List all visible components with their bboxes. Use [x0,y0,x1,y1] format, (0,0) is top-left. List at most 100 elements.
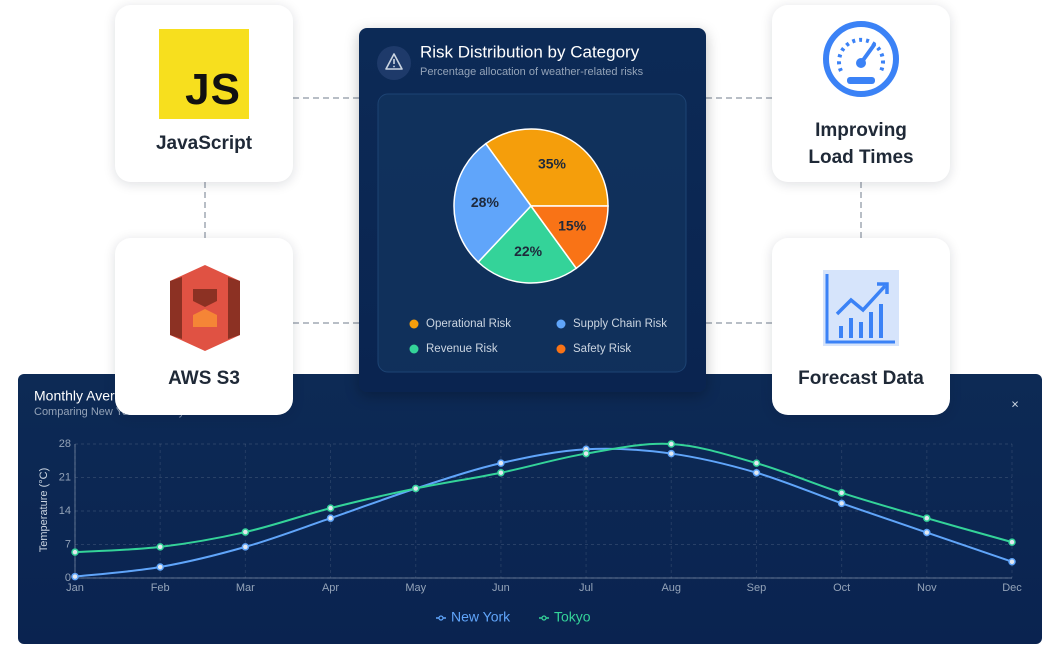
forecast-icon-line [835,284,887,316]
legend-label[interactable]: Tokyo [554,609,591,625]
card-label: Forecast Data [798,368,924,389]
data-point [497,459,505,467]
data-point [156,543,164,551]
speed-icon-ring [823,21,899,97]
x-tick-label: Feb [151,582,170,594]
legend-label: Supply Chain Risk [573,318,667,330]
pie-slice [453,142,532,264]
y-tick-label: 21 [59,471,71,483]
js-logo-text: JS [185,65,241,114]
connector [706,322,772,324]
card-label: JavaScript [155,133,253,154]
data-point [752,459,761,467]
s3-icon-mid [193,289,217,307]
card-javascript: JS JavaScript [115,5,293,182]
x-tick-label: Sep [747,582,767,594]
forecast-icon-axis [825,274,895,344]
data-point [752,468,761,477]
x-tick-label: Oct [833,582,850,594]
pie-slice [529,205,609,270]
y-tick-label: 14 [59,505,71,517]
legend-marker [556,344,566,354]
card-load-times: Improving Load Times [772,5,950,182]
legend-label: Operational Risk [426,318,511,330]
speed-icon-base [847,77,875,84]
pie-slice [477,204,578,284]
connector [860,182,862,238]
slice-label: 28% [471,194,500,210]
data-point [667,449,676,458]
legend-marker[interactable] [541,615,547,621]
x-tick-label: Jun [492,582,510,594]
data-point [156,563,164,571]
connector [204,182,206,238]
speed-icon-scale [837,37,885,72]
speed-icon-hub [856,58,866,68]
x-tick-label: Nov [917,582,937,594]
legend-label: Revenue Risk [426,343,498,355]
series-line [74,442,1013,554]
card-label: AWS S3 [168,368,240,389]
data-point [582,449,590,458]
card-label: Improving Load Times [808,120,914,168]
x-tick-label: May [405,582,426,594]
s3-icon [170,265,240,351]
speed-icon [823,21,899,97]
card-forecast: Forecast Data [772,238,950,415]
close-button[interactable]: × [1011,396,1019,411]
data-point [923,528,931,537]
data-point [837,499,846,508]
y-tick-label: 0 [65,572,71,584]
alert-icon [385,53,403,70]
y-tick-label: 28 [59,438,71,450]
data-point [71,572,79,581]
data-point [923,514,931,522]
x-tick-label: Mar [236,582,255,594]
forecast-icon-bars [839,304,883,338]
x-tick-label: Apr [322,582,339,594]
alert-icon [393,65,395,68]
legend-marker [409,344,419,354]
s3-icon-side [170,277,182,339]
legend-label[interactable]: New York [451,609,511,625]
connector [293,97,359,99]
connector [293,322,359,324]
data-point [497,468,505,477]
js-logo: JS [159,29,249,119]
series-line [74,447,1013,578]
pie-slice [484,128,609,207]
forecast-icon [823,270,899,346]
slice-label: 15% [558,218,587,234]
data-point [1008,557,1016,566]
line-panel: Monthly Average Temperature Comparing Ne… [18,374,1042,644]
s3-icon-body [170,265,240,351]
x-tick-label: Dec [1002,582,1022,594]
connector [706,97,772,99]
data-point [326,514,335,522]
card-aws-s3: AWS S3 [115,238,293,415]
slice-label: 35% [538,156,567,172]
data-point [71,548,79,556]
x-tick-label: Aug [661,582,681,594]
y-tick-label: 7 [65,538,71,550]
data-point [241,528,250,536]
chart-subtitle: Percentage allocation of weather-related… [420,66,644,78]
slice-label: 22% [514,243,543,259]
data-point [326,504,335,512]
s3-icon-mid [193,309,217,327]
legend-marker[interactable] [438,615,444,621]
data-point [1008,538,1016,546]
data-point [411,484,420,493]
forecast-icon-arrow [877,282,889,294]
chart-title: Risk Distribution by Category [420,42,640,61]
data-point [837,489,846,497]
data-point [667,440,676,448]
s3-icon-side [228,277,240,339]
legend-marker [409,319,419,329]
x-tick-label: Jul [579,582,593,594]
y-axis-label: Temperature (°C) [38,468,50,552]
legend-label: Safety Risk [573,343,631,355]
pie-chart: Risk Distribution by Category Percentage… [377,42,687,373]
x-tick-label: Jan [66,582,84,594]
